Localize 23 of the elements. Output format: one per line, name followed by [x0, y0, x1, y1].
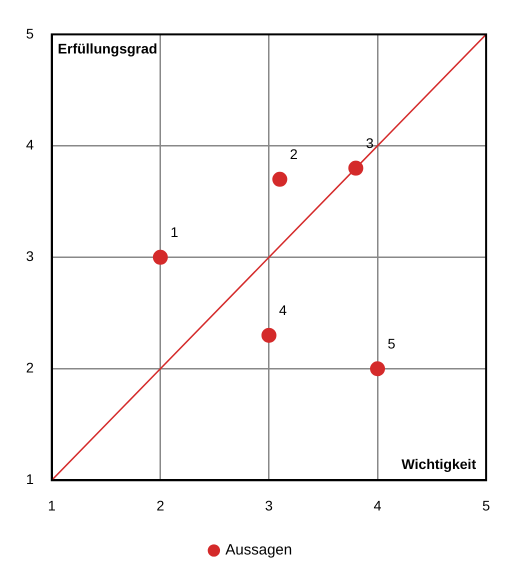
point [261, 328, 276, 343]
x-tick-label: 5 [482, 497, 490, 514]
legend-label: Aussagen [225, 542, 292, 559]
annotation: 5 [388, 336, 396, 352]
x-tick-label: 1 [48, 497, 56, 514]
annotation: 2 [290, 146, 298, 162]
annotation: 4 [279, 302, 288, 318]
y-tick-label: 3 [26, 248, 34, 264]
point [348, 160, 364, 176]
x-tick-label: 2 [156, 497, 164, 514]
y-tick-label: 1 [26, 471, 34, 488]
x-tick-label: 3 [265, 497, 274, 514]
y-tick-label: 2 [26, 360, 34, 376]
x-tick-label: 4 [374, 497, 382, 514]
y-tick-label: 4 [26, 136, 34, 153]
x-axis-title: Wichtigkeit [402, 456, 476, 472]
point [272, 172, 288, 187]
point [370, 361, 386, 376]
y-tick-label: 5 [26, 25, 34, 42]
y-axis-title: Erfüllungsgrad [58, 40, 158, 56]
point [152, 250, 168, 265]
annotation: 3 [366, 135, 374, 151]
annotation: 1 [170, 224, 178, 240]
